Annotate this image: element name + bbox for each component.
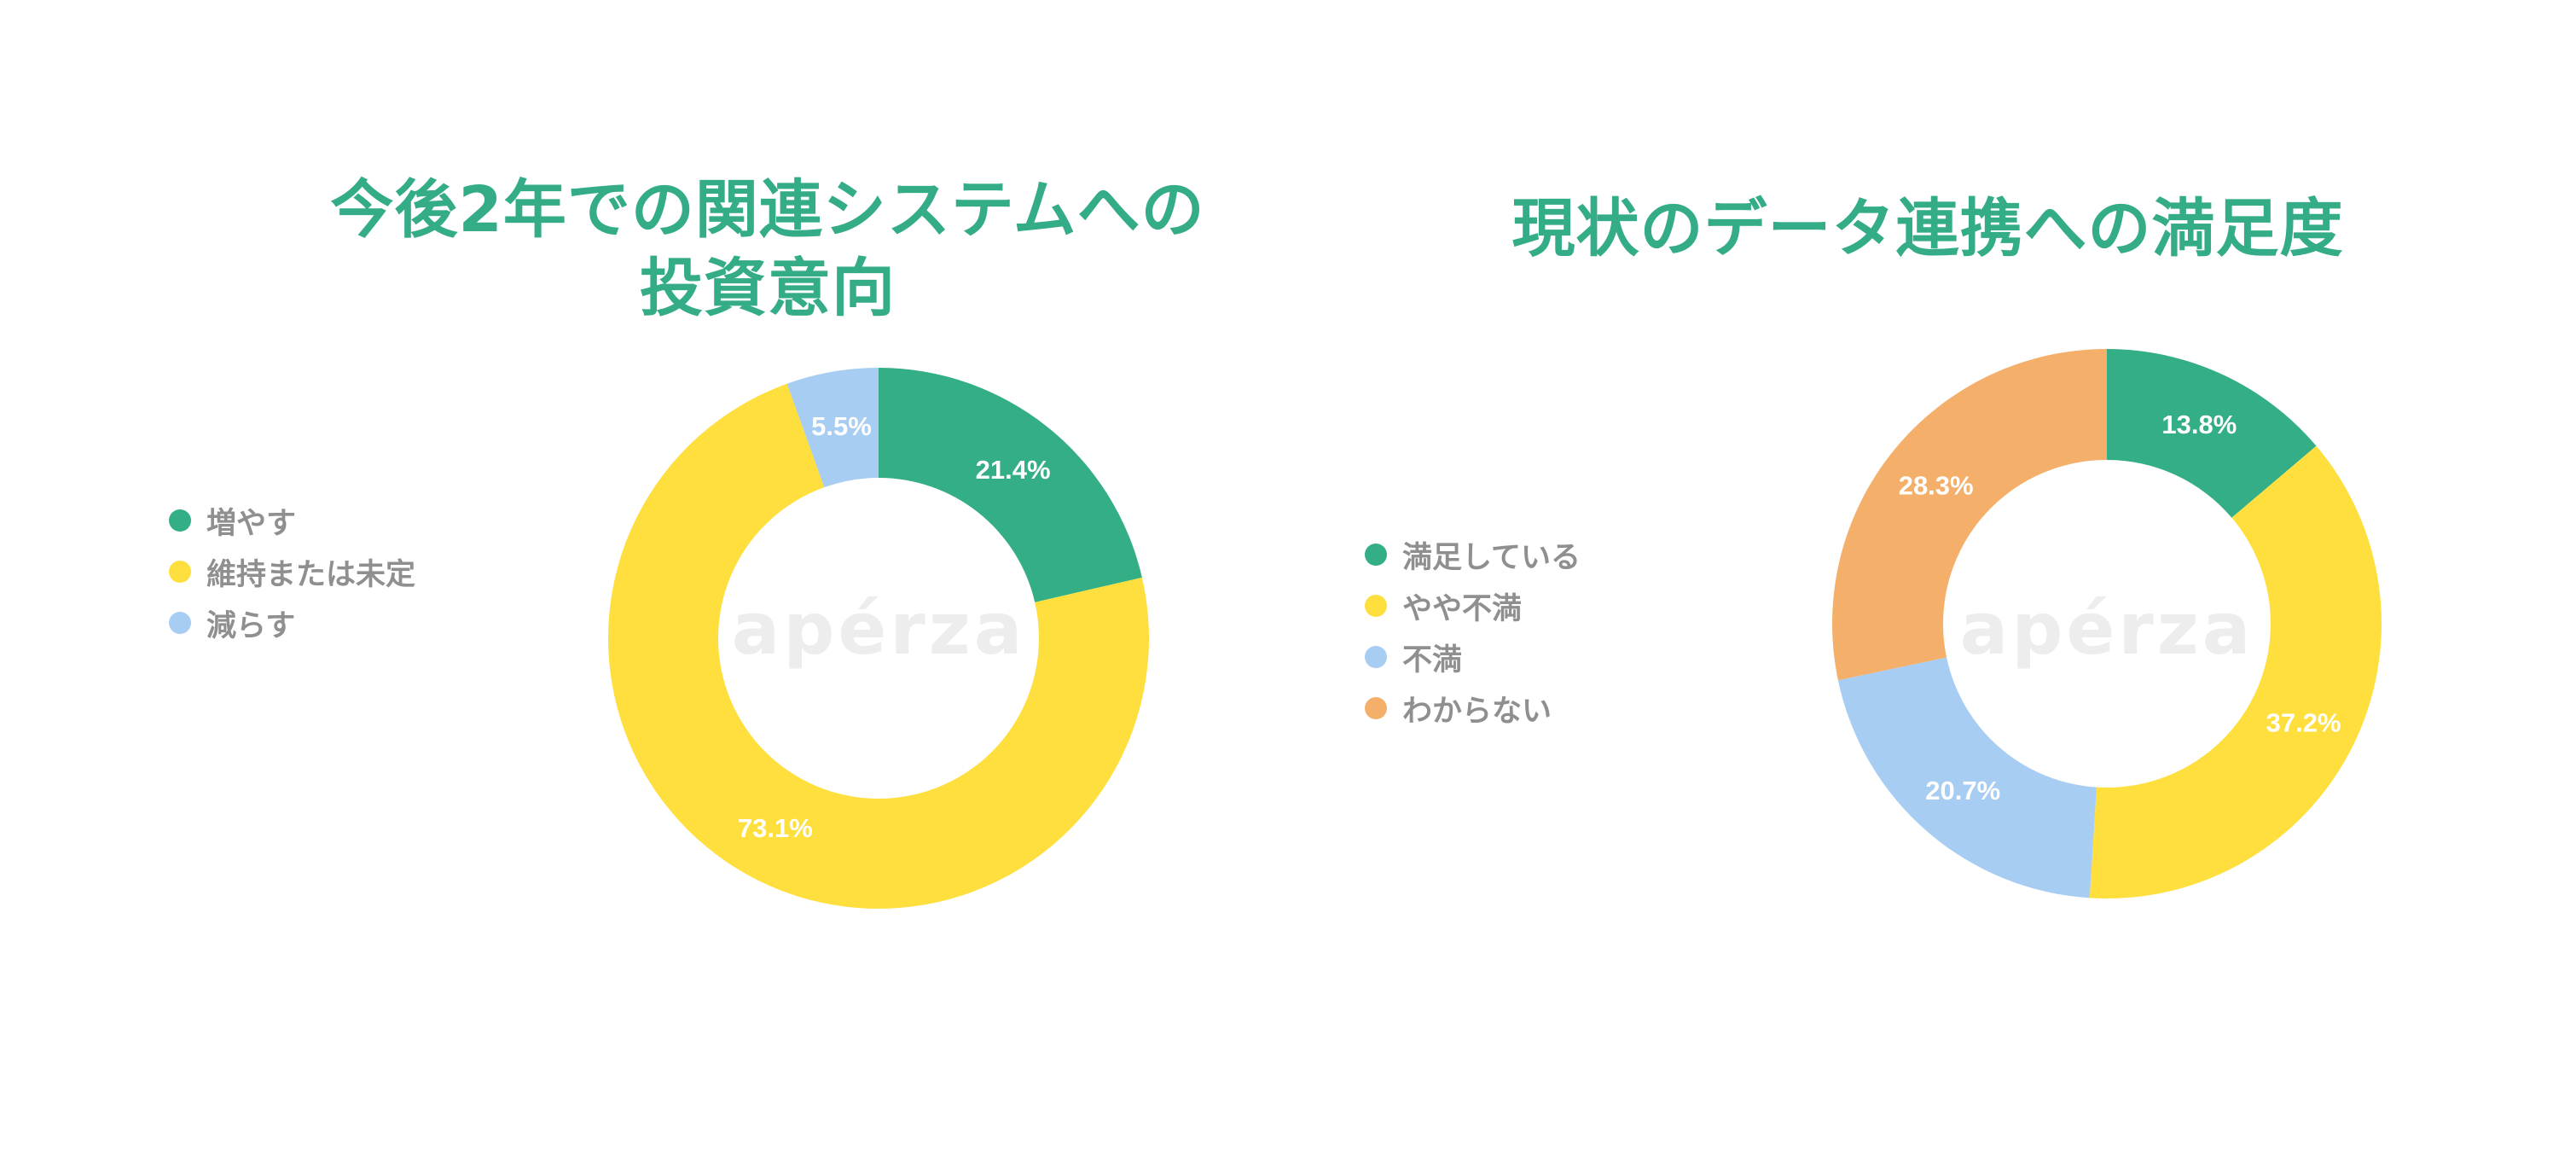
legend-swatch: [169, 561, 191, 583]
slice-labels: 21.4% 73.1% 5.5%: [738, 411, 1051, 843]
watermark-logo: apérza: [732, 587, 1026, 671]
donut-slice: [786, 368, 879, 488]
slice-label: 13.8%: [2161, 410, 2237, 439]
slice-label: 5.5%: [811, 411, 872, 441]
legend-item: やや不満: [1365, 580, 1581, 631]
legend-item: 満足している: [1365, 529, 1581, 580]
legend-item: 増やす: [169, 495, 415, 546]
legend-label: 減らす: [206, 608, 296, 643]
donut-slice: [1837, 657, 2097, 898]
donut-slice: [879, 368, 1142, 602]
legend-label: 増やす: [206, 506, 297, 541]
donut-slices: [608, 368, 1149, 909]
donut-slices: [1832, 349, 2382, 898]
chart-title-investment-intent: 今後2年での関連システムへの 投資意向: [330, 173, 1205, 325]
legend-swatch: [169, 509, 191, 532]
donut-slice: [2089, 445, 2382, 898]
legend-investment-intent: 増やす 維持または未定 減らす: [169, 495, 415, 648]
legend-label: わからない: [1402, 694, 1552, 729]
chart-title-data-integration-satisfaction: 現状のデータ連携への満足度: [1511, 192, 2344, 265]
slice-labels: 13.8% 37.2% 20.7% 28.3%: [1899, 410, 2341, 805]
legend-label: 維持または未定: [206, 557, 416, 592]
legend-swatch: [1365, 595, 1387, 617]
donut-slice: [2107, 349, 2317, 518]
legend-item: 維持または未定: [169, 546, 415, 597]
slice-label: 21.4%: [976, 455, 1051, 485]
donut-slice: [1832, 349, 2107, 681]
legend-item: 減らす: [169, 597, 415, 648]
legend-item: わからない: [1365, 683, 1581, 734]
slice-label: 20.7%: [1925, 776, 2000, 805]
watermark-logo: apérza: [1960, 587, 2254, 671]
legend-swatch: [1365, 646, 1387, 668]
slice-label: 73.1%: [738, 813, 813, 843]
slice-label: 28.3%: [1899, 470, 1974, 500]
legend-label: 不満: [1402, 642, 1463, 677]
legend-item: 不満: [1365, 631, 1581, 683]
slice-label: 37.2%: [2266, 708, 2341, 738]
legend-swatch: [169, 612, 191, 634]
legend-swatch: [1365, 697, 1387, 719]
legend-label: やや不満: [1402, 591, 1523, 626]
legend-swatch: [1365, 544, 1387, 566]
donut-slice: [608, 383, 1149, 909]
legend-label: 満足している: [1402, 540, 1581, 575]
legend-satisfaction: 満足している やや不満 不満 わからない: [1365, 529, 1581, 734]
